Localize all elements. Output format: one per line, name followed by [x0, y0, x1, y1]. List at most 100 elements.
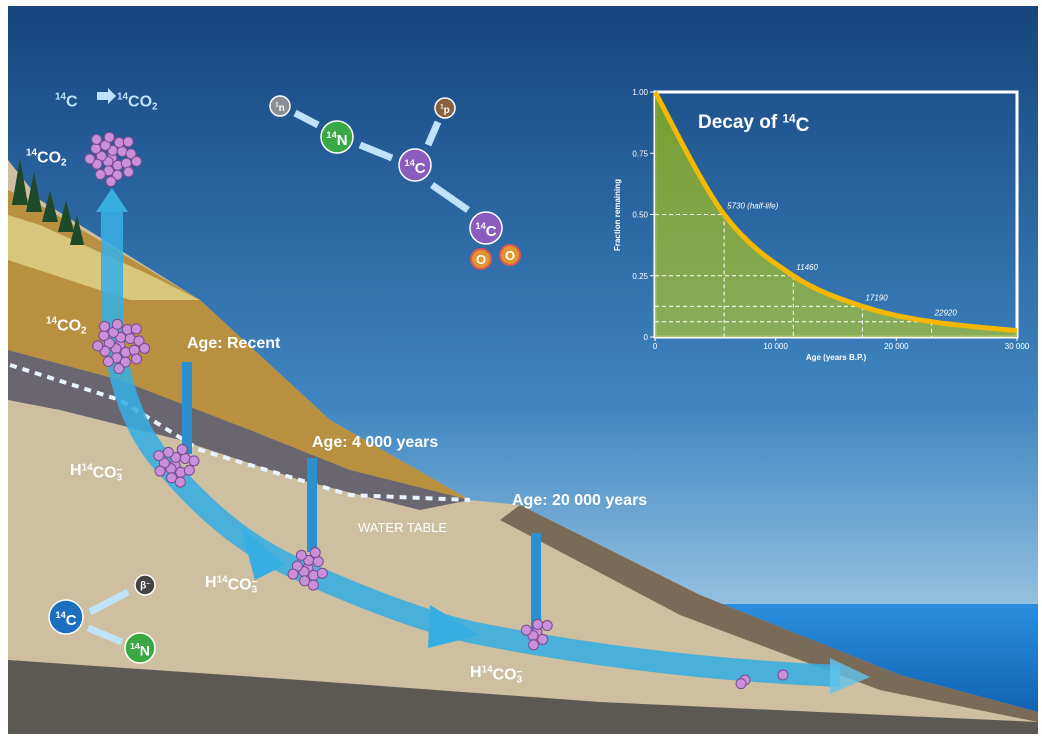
- isotope: 14: [217, 575, 229, 586]
- isotope: 14: [26, 148, 38, 159]
- prefix: H: [470, 664, 482, 681]
- molecule: [140, 343, 150, 353]
- illustration: Age: Recent Age: 4 000 years Age: 20 000…: [0, 0, 1042, 740]
- symbol: CO: [93, 465, 117, 482]
- isotope: 14: [46, 316, 58, 327]
- symbol: C: [66, 94, 78, 111]
- x-tick-label: 10 000: [763, 342, 788, 351]
- molecule: [533, 619, 543, 629]
- marker-label: 17190: [865, 293, 888, 302]
- y-tick-label: 1.00: [632, 88, 648, 97]
- molecule: [175, 477, 185, 487]
- molecule: [85, 154, 95, 164]
- isotope: 14: [482, 665, 494, 676]
- superscript: −: [117, 465, 123, 476]
- molecule: [163, 447, 173, 457]
- symbol: CO: [57, 318, 81, 335]
- molecule: [100, 321, 110, 331]
- molecule: [288, 569, 298, 579]
- y-tick-label: 0.25: [632, 272, 648, 281]
- symbol: CO: [493, 667, 517, 684]
- subscript: 2: [81, 326, 87, 337]
- marker-label: 22920: [934, 309, 958, 318]
- molecule: [529, 640, 539, 650]
- molecule: [778, 670, 788, 680]
- prefix: H: [70, 462, 82, 479]
- molecule: [95, 170, 105, 180]
- molecule: [124, 167, 134, 177]
- molecule: [93, 341, 103, 351]
- molecule: [104, 132, 114, 142]
- molecule: [114, 364, 124, 374]
- isotope: 14: [55, 92, 67, 103]
- molecule: [308, 580, 318, 590]
- symbol: N: [140, 642, 150, 658]
- molecule: [132, 354, 142, 364]
- symbol: C: [66, 612, 77, 629]
- isotope: 14: [130, 641, 140, 651]
- molecule: [114, 138, 124, 148]
- age-label: Age: 20 000 years: [512, 492, 647, 509]
- symbol: N: [337, 132, 348, 149]
- age-label: Age: 4 000 years: [312, 434, 438, 451]
- oxygen-label: O: [505, 248, 515, 263]
- isotope: 14: [117, 92, 129, 103]
- molecule: [91, 144, 101, 154]
- marker-label: 5730 (half-life): [727, 202, 778, 211]
- well: [182, 362, 192, 454]
- molecule: [155, 466, 165, 476]
- molecule: [154, 451, 164, 461]
- oxygen-label: O: [476, 252, 486, 267]
- subscript: 2: [152, 102, 158, 113]
- prefix: Decay of: [698, 112, 782, 133]
- molecule: [131, 324, 141, 334]
- symbol: C: [415, 160, 426, 177]
- symbol: C: [796, 115, 810, 136]
- well: [531, 533, 541, 629]
- subscript: 2: [61, 158, 67, 169]
- symbol: p: [444, 105, 450, 116]
- isotope: 14: [782, 113, 796, 126]
- molecule: [122, 325, 132, 335]
- x-tick-label: 0: [653, 342, 658, 351]
- prefix: H: [205, 574, 217, 591]
- superscript: −: [517, 667, 523, 678]
- symbol: n: [279, 103, 285, 114]
- y-tick-label: 0.75: [632, 149, 648, 158]
- molecule: [538, 634, 548, 644]
- x-axis-label: Age (years B.P.): [806, 353, 867, 362]
- molecule: [177, 445, 187, 455]
- molecule: [736, 679, 746, 689]
- molecule: [317, 568, 327, 578]
- water-table-label: WATER TABLE: [358, 520, 447, 535]
- molecule: [542, 621, 552, 631]
- y-axis-label: Fraction remaining: [613, 179, 622, 251]
- molecule: [132, 156, 142, 166]
- symbol: C: [486, 223, 497, 240]
- page: Age: Recent Age: 4 000 years Age: 20 000…: [0, 0, 1042, 740]
- marker-label: 11460: [796, 263, 818, 272]
- molecule: [184, 465, 194, 475]
- isotope: 14: [82, 463, 94, 474]
- molecule: [106, 177, 116, 187]
- x-tick-label: 30 000: [1005, 342, 1030, 351]
- symbol: CO: [37, 150, 61, 167]
- molecule: [99, 331, 109, 341]
- molecule: [103, 357, 113, 367]
- molecule: [189, 456, 199, 466]
- age-label: Age: Recent: [187, 335, 281, 352]
- molecule: [521, 625, 531, 635]
- well: [307, 458, 317, 552]
- molecule: [112, 319, 122, 329]
- superscript: −: [146, 580, 150, 587]
- y-tick-label: 0: [644, 333, 649, 342]
- molecule: [92, 134, 102, 144]
- molecule: [123, 137, 133, 147]
- y-tick-label: 0.50: [632, 211, 648, 220]
- x-tick-label: 20 000: [884, 342, 909, 351]
- superscript: −: [252, 577, 258, 588]
- symbol: CO: [128, 94, 152, 111]
- molecule: [310, 548, 320, 558]
- symbol: CO: [228, 577, 252, 594]
- molecule: [313, 557, 323, 567]
